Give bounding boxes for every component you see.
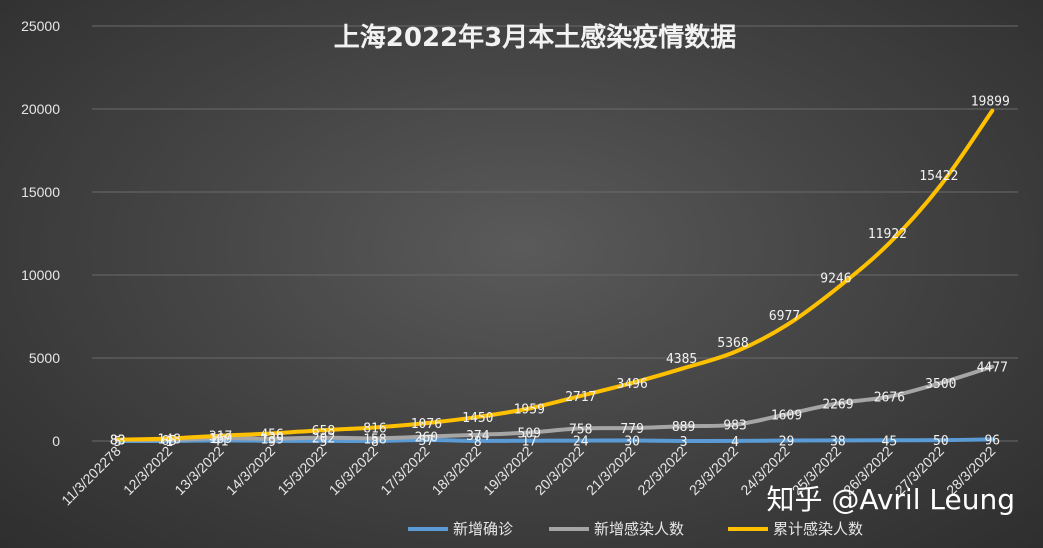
- data-label-new-confirmed: 5: [320, 435, 328, 450]
- data-label-cumulative-infections: 1450: [462, 411, 493, 426]
- x-tick-label: 11/3/202278: [58, 443, 124, 509]
- data-label-new-confirmed: 24: [573, 435, 589, 450]
- data-label-new-infections: 889: [672, 420, 695, 435]
- data-label-cumulative-infections: 3496: [617, 377, 648, 392]
- data-label-cumulative-infections: 83: [110, 434, 126, 449]
- data-label-new-confirmed: 38: [830, 434, 846, 449]
- y-tick-label: 5000: [29, 350, 60, 366]
- x-tick-label: 17/3/2022: [377, 443, 433, 499]
- data-label-cumulative-infections: 19899: [971, 95, 1010, 110]
- y-tick-label: 25000: [21, 18, 60, 34]
- data-label-cumulative-infections: 9246: [820, 272, 851, 287]
- data-label-cumulative-infections: 456: [260, 427, 283, 442]
- x-tick-label: 16/3/2022: [326, 443, 382, 499]
- series-lines: [115, 108, 995, 444]
- data-label-new-infections: 374: [466, 429, 490, 444]
- data-label-new-infections: 65: [161, 434, 177, 449]
- data-label-new-infections: 139: [260, 433, 283, 448]
- data-label-new-confirmed: 30: [624, 435, 640, 450]
- data-label-new-confirmed: 8: [474, 435, 482, 450]
- x-tick-label: 12/3/2022: [120, 443, 176, 499]
- x-tick-label: 21/3/2022: [583, 443, 639, 499]
- data-label-cumulative-infections: 317: [209, 430, 232, 445]
- data-label-new-confirmed: 50: [933, 434, 949, 449]
- series-line-cumulative-infections: [115, 108, 995, 442]
- y-axis: 0 5000 10000 15000 20000 25000: [21, 18, 60, 449]
- data-labels: 5 1 41 9 5 8 57 8 17 24 30 3 4 29 38 45 50 96 83 65 169 139 20…: [110, 95, 1010, 450]
- x-tick-label: 19/3/2022: [480, 443, 536, 499]
- legend-label-new-confirmed: 新增确诊: [453, 520, 513, 538]
- data-label-cumulative-infections: 5368: [717, 336, 748, 351]
- data-label-new-infections: 983: [723, 419, 746, 434]
- data-label-cumulative-infections: 1959: [514, 402, 545, 417]
- x-tick-label: 18/3/2022: [429, 443, 485, 499]
- y-tick-label: 20000: [21, 101, 60, 117]
- data-label-new-infections: 1609: [771, 408, 802, 423]
- data-label-cumulative-infections: 658: [312, 424, 335, 439]
- data-label-new-infections: 758: [569, 422, 592, 437]
- data-label-new-infections: 3500: [925, 377, 956, 392]
- watermark: 知乎 @Avril Leung: [766, 483, 1015, 516]
- data-label-new-confirmed: 5: [114, 435, 122, 450]
- data-label-new-confirmed: 9: [268, 435, 276, 450]
- data-label-new-confirmed: 1: [165, 435, 173, 450]
- y-tick-label: 10000: [21, 267, 60, 283]
- chart-title: 上海2022年3月本土感染疫情数据: [334, 22, 736, 53]
- x-tick-label: 15/3/2022: [274, 443, 330, 499]
- data-label-cumulative-infections: 6977: [769, 309, 800, 324]
- data-label-cumulative-infections: 15422: [919, 169, 958, 184]
- series-line-new-infections: [115, 364, 995, 442]
- data-label-new-confirmed: 17: [521, 435, 537, 450]
- data-label-new-infections: 202: [312, 432, 335, 447]
- legend-label-new-infections: 新增感染人数: [594, 520, 684, 538]
- x-tick-label: 13/3/2022: [171, 443, 227, 499]
- x-tick-label: 20/3/2022: [531, 443, 587, 499]
- legend: 新增确诊 新增感染人数 累计感染人数: [408, 520, 863, 538]
- data-label-new-confirmed: 29: [779, 435, 795, 450]
- data-label-new-infections: 4477: [977, 361, 1008, 376]
- data-label-new-infections: 83: [110, 434, 126, 449]
- data-label-new-confirmed: 41: [213, 434, 229, 449]
- data-label-new-confirmed: 4: [731, 435, 739, 450]
- data-label-new-confirmed: 45: [882, 434, 898, 449]
- y-tick-label: 0: [52, 433, 60, 449]
- data-label-new-infections: 509: [518, 427, 541, 442]
- data-label-new-infections: 169: [209, 432, 232, 447]
- data-label-new-confirmed: 8: [371, 435, 379, 450]
- data-label-new-confirmed: 3: [680, 435, 688, 450]
- data-label-new-confirmed: 57: [419, 434, 435, 449]
- y-tick-label: 15000: [21, 184, 60, 200]
- series-line-new-confirmed: [115, 437, 995, 444]
- x-tick-label: 14/3/2022: [223, 443, 279, 499]
- x-tick-label: 23/3/2022: [686, 443, 742, 499]
- data-label-cumulative-infections: 11922: [868, 227, 907, 242]
- data-label-cumulative-infections: 148: [157, 433, 180, 448]
- data-label-new-confirmed: 96: [984, 433, 1000, 448]
- data-label-new-infections: 779: [620, 422, 643, 437]
- legend-label-cumulative-infections: 累计感染人数: [773, 520, 863, 538]
- data-label-new-infections: 158: [363, 432, 386, 447]
- data-label-new-infections: 2676: [874, 391, 905, 406]
- data-label-cumulative-infections: 4385: [666, 352, 697, 367]
- data-label-new-infections: 260: [415, 431, 438, 446]
- x-tick-label: 22/3/2022: [634, 443, 690, 499]
- data-label-cumulative-infections: 816: [363, 421, 386, 436]
- data-label-new-infections: 2269: [822, 397, 853, 412]
- data-label-cumulative-infections: 1076: [411, 417, 442, 432]
- data-label-cumulative-infections: 2717: [565, 390, 596, 405]
